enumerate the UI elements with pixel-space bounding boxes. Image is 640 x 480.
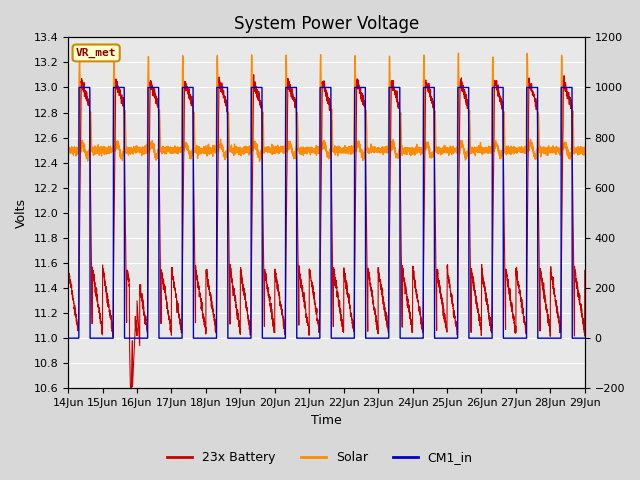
Title: System Power Voltage: System Power Voltage <box>234 15 419 33</box>
Text: VR_met: VR_met <box>76 48 116 58</box>
Y-axis label: Volts: Volts <box>15 198 28 228</box>
Legend: 23x Battery, Solar, CM1_in: 23x Battery, Solar, CM1_in <box>163 446 477 469</box>
X-axis label: Time: Time <box>311 414 342 427</box>
